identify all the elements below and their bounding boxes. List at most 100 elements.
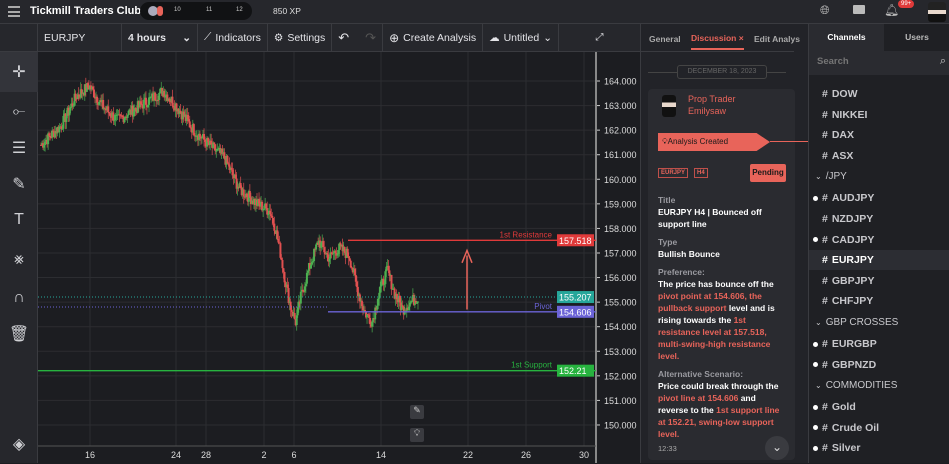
candle-body (284, 282, 287, 288)
hash-icon: # (822, 213, 828, 225)
layout-name: Untitled (503, 31, 540, 44)
channel-group[interactable]: ⌄/JPY (809, 166, 949, 186)
search-input[interactable] (817, 56, 927, 67)
candle-body (211, 144, 214, 148)
text-tool[interactable]: T (0, 200, 38, 240)
channel-item[interactable]: # Crude Oil (809, 418, 949, 438)
tab-discussion[interactable]: Discussion × (691, 32, 744, 50)
price-chart[interactable]: 164.000 163.000 162.000 161.000 160.000 159.0… (38, 52, 640, 463)
candle-body (381, 278, 384, 281)
candle-body (389, 274, 392, 276)
candle-body (351, 267, 354, 273)
channel-item[interactable]: # ASX (809, 146, 949, 166)
unread-dot (813, 341, 818, 347)
crosshair-tool[interactable]: ✛ (0, 52, 38, 92)
candle-body (224, 157, 227, 165)
candle-body (339, 243, 342, 247)
globe-icon[interactable]: 🌐︎ (820, 3, 830, 17)
candle-body (91, 86, 94, 90)
timeframe-dropdown[interactable]: 4 hours ⌄ (122, 24, 198, 51)
menu-icon[interactable] (8, 6, 20, 17)
redo-icon[interactable]: ↷ (365, 29, 377, 45)
candle-body (375, 307, 378, 310)
indicators-button[interactable]: ⟋ Indicators (198, 24, 268, 51)
channel-item[interactable]: # NIKKEI (809, 105, 949, 125)
delete-tool[interactable]: 🗑︎ (0, 314, 38, 354)
tab-channels[interactable]: Channels (809, 24, 884, 51)
analysis-message: Prop Trader Emilysaw 💡︎Analysis Created … (648, 89, 810, 460)
candle-body (57, 127, 60, 133)
channel-item[interactable]: # GBPNZD (809, 355, 949, 375)
channel-item[interactable]: # CADJPY (809, 230, 949, 250)
candle-body (157, 99, 160, 101)
candle-body (231, 169, 234, 176)
candle-body (228, 164, 231, 170)
channel-item[interactable]: # EURGBP (809, 334, 949, 354)
magnet-tool[interactable]: ∩ (0, 278, 38, 318)
channel-item[interactable]: # GBPJPY (809, 271, 949, 291)
candle-body (376, 305, 379, 310)
channel-group[interactable]: ⌄ COMMODITIES (809, 375, 949, 395)
candle-body (257, 199, 260, 206)
plus-circle-icon: ⊕ (389, 30, 400, 45)
channel-item[interactable]: # Silver (809, 438, 949, 458)
scroll-down-button[interactable]: ⌄ (765, 436, 789, 460)
candle-body (341, 244, 344, 252)
candle-body (233, 174, 236, 179)
projection-arrowhead (461, 248, 473, 264)
channel-item[interactable]: # NZDJPY (809, 209, 949, 229)
channel-name: EURJPY (831, 254, 874, 267)
layout-dropdown[interactable]: ☁ Untitled ⌄ (483, 24, 560, 51)
channel-item[interactable]: # DOW (809, 84, 949, 104)
pattern-tool[interactable]: ⨳ (0, 240, 38, 280)
candle-body (322, 241, 325, 248)
chart-canvas[interactable]: 164.000 163.000 162.000 161.000 160.000 159.0… (38, 52, 640, 463)
tab-users[interactable]: Users (905, 32, 929, 42)
tab-general[interactable]: General (649, 34, 681, 44)
candle-body (301, 289, 304, 292)
fullscreen-button[interactable]: ⤢ (559, 24, 640, 51)
candle-body (281, 260, 284, 269)
channel-item[interactable]: # CHFJPY (809, 291, 949, 311)
channel-item[interactable]: # EURJPY (809, 250, 949, 271)
candle-body (210, 140, 213, 145)
create-analysis-button[interactable]: ⊕ Create Analysis (383, 24, 484, 51)
idea-button[interactable]: 💡︎ (410, 428, 424, 442)
channel-group[interactable]: ⌄ GBP CROSSES (809, 312, 949, 332)
settings-button[interactable]: ⚙ Settings (268, 24, 333, 51)
candle-body (61, 128, 64, 130)
banner-connector (770, 141, 810, 142)
brush-tool[interactable]: ✎ (0, 164, 38, 204)
candle-body (360, 300, 363, 307)
candle-body (406, 307, 409, 311)
channel-item[interactable]: # Gold (809, 397, 949, 417)
candle-body (372, 318, 375, 322)
candle-body (121, 115, 124, 117)
search-icon[interactable]: ⌕ (939, 55, 946, 67)
hash-icon: # (822, 108, 828, 121)
tab-edit-analysis[interactable]: Edit Analys (754, 34, 800, 44)
channel-item[interactable]: # DAX (809, 125, 949, 145)
line-tool[interactable]: ⟜ (0, 92, 38, 132)
layers-tool[interactable]: ◈ (0, 424, 38, 464)
candle-body (410, 300, 413, 302)
undo-icon[interactable]: ↶ (338, 29, 350, 45)
price-tick-label: 160.000 (604, 175, 637, 185)
candle-body (165, 94, 168, 96)
edit-drawing-button[interactable]: ✎ (410, 405, 424, 419)
candle-body (221, 148, 224, 154)
bell-icon[interactable]: 🔔︎ (884, 3, 900, 17)
channel-item[interactable]: # AUDJPY (809, 188, 949, 208)
close-icon[interactable]: × (738, 33, 744, 43)
fib-tool[interactable]: ☰ (0, 128, 38, 168)
analysis-panel: General Discussion × Edit Analys DECEMBE… (640, 24, 810, 463)
candle-body (370, 324, 373, 327)
chevron-down-icon: ⌄ (815, 317, 822, 327)
mail-icon[interactable] (853, 5, 865, 14)
user-avatar[interactable] (928, 2, 946, 22)
symbol-selector[interactable]: EURJPY (38, 24, 122, 51)
candle-body (126, 115, 129, 118)
author-name[interactable]: Emilysaw (688, 106, 727, 116)
hash-icon: # (822, 149, 828, 162)
channel-search[interactable]: ⌕ (809, 51, 949, 75)
